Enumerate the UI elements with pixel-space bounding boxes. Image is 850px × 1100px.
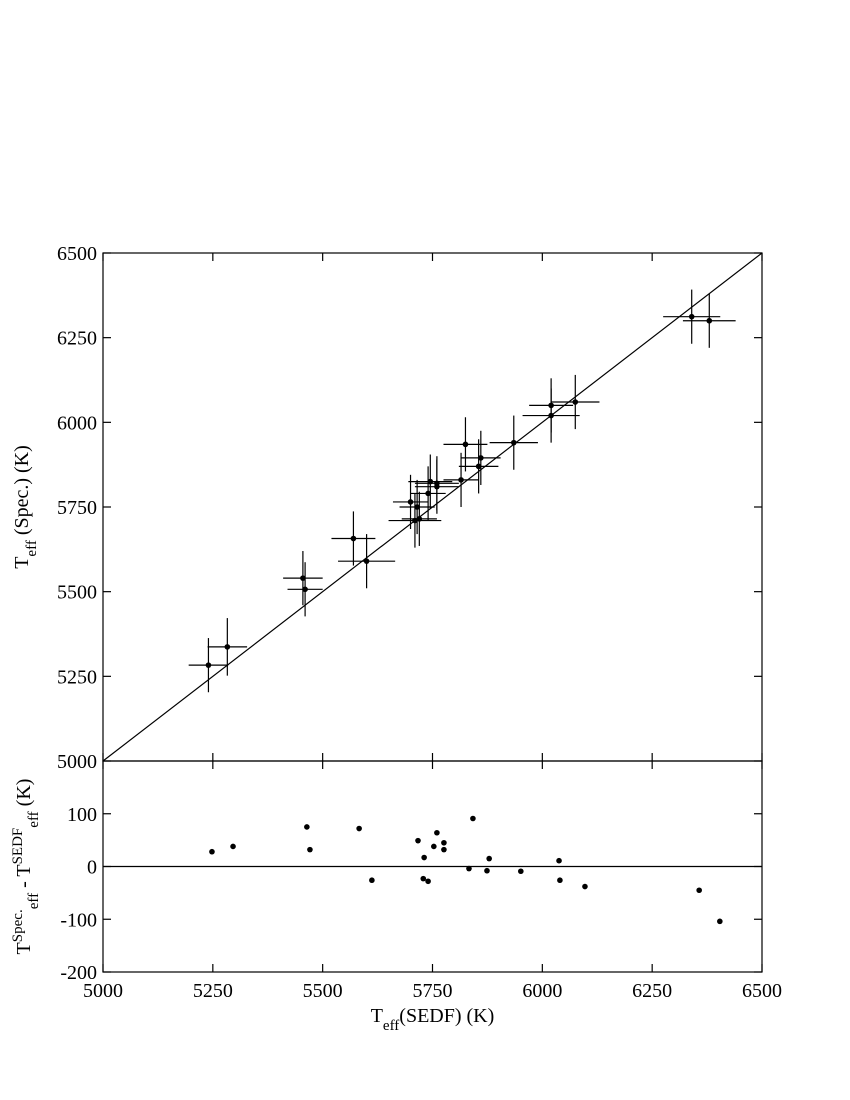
data-point <box>421 854 427 861</box>
data-point <box>356 825 362 832</box>
data-point <box>407 499 414 505</box>
data-point <box>307 846 313 853</box>
x-tick-label: 5750 <box>413 980 453 1002</box>
data-point <box>556 857 562 864</box>
data-point <box>230 843 236 850</box>
y-tick-label: 6500 <box>57 243 97 265</box>
y-tick-label: 5500 <box>57 582 97 604</box>
data-point <box>209 848 215 855</box>
data-point <box>696 887 702 894</box>
data-point <box>688 313 695 320</box>
y-tick-label: 100 <box>67 804 97 826</box>
y-axis-label-part: T <box>13 942 35 954</box>
data-point <box>462 441 469 448</box>
data-point <box>425 490 431 497</box>
x-tick-label: 6500 <box>742 980 782 1002</box>
y-tick-label: 6250 <box>57 328 97 350</box>
data-point <box>441 839 447 846</box>
data-point <box>582 883 588 890</box>
data-point <box>434 829 440 836</box>
x-tick-label: 6250 <box>632 980 672 1002</box>
data-point <box>518 868 524 875</box>
data-point <box>300 575 306 581</box>
data-point <box>205 662 212 668</box>
y-axis-label-part: (Spec.) (K) <box>11 445 33 540</box>
y-axis-label-part: SEDF <box>10 828 26 865</box>
data-point <box>420 875 427 882</box>
data-point <box>414 504 420 510</box>
data-point <box>475 463 482 470</box>
x-tick-label: 5500 <box>303 980 343 1002</box>
data-point <box>572 399 579 405</box>
data-point <box>304 824 310 830</box>
y-axis-label: TSpec.eff - TSEDFeff (K) <box>10 779 42 955</box>
data-point <box>484 867 490 874</box>
data-point <box>425 878 431 885</box>
data-point <box>486 855 492 862</box>
data-point <box>415 837 421 844</box>
y-tick-label: 0 <box>87 857 97 879</box>
data-point <box>350 535 357 542</box>
y-tick-label: -100 <box>60 909 97 931</box>
data-point <box>369 877 375 884</box>
x-axis-label-part: T <box>371 1005 383 1027</box>
x-tick-label: 5250 <box>193 980 233 1002</box>
data-point <box>510 439 517 446</box>
data-point <box>557 877 563 884</box>
data-point <box>470 815 476 822</box>
data-point <box>706 317 713 324</box>
data-point <box>466 865 472 872</box>
data-point <box>416 516 423 522</box>
y-axis-label: Teff (Spec.) (K) <box>11 445 40 569</box>
x-axis-label-part: eff <box>383 1018 399 1034</box>
data-point <box>434 480 440 487</box>
y-tick-label: 5250 <box>57 666 97 688</box>
data-point <box>548 402 554 409</box>
data-point <box>478 455 484 461</box>
y-tick-label: 6000 <box>57 412 97 434</box>
x-axis-label: Teff(SEDF) (K) <box>371 1005 495 1034</box>
y-axis-label-part: eff <box>26 811 42 827</box>
x-tick-label: 5000 <box>83 980 123 1002</box>
data-point <box>224 644 231 650</box>
y-tick-label: 5000 <box>57 751 97 773</box>
y-tick-label: -200 <box>60 962 97 984</box>
x-tick-label: 6000 <box>522 980 562 1002</box>
data-point <box>717 918 723 925</box>
y-axis-label-part: (K) <box>13 779 35 812</box>
y-axis-label-part: eff <box>26 893 42 909</box>
y-axis-label-part: eff <box>24 540 40 556</box>
data-point <box>431 843 437 850</box>
y-axis-label-part: T <box>11 557 33 569</box>
data-point <box>441 846 447 853</box>
x-axis-label-part: (SEDF) (K) <box>399 1005 494 1027</box>
data-point <box>458 477 464 483</box>
y-tick-label: 5750 <box>57 497 97 519</box>
data-point <box>302 586 308 593</box>
data-point <box>363 558 370 564</box>
y-axis-label-part: Spec. <box>10 909 26 942</box>
y-axis-label-part: - T <box>13 864 35 893</box>
